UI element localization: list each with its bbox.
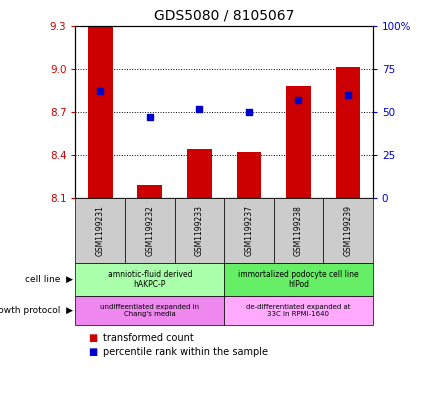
Text: GSM1199237: GSM1199237 <box>244 206 253 256</box>
Bar <box>187 149 211 198</box>
Bar <box>125 198 174 263</box>
Bar <box>137 185 162 198</box>
Text: immortalized podocyte cell line
hIPod: immortalized podocyte cell line hIPod <box>238 270 358 289</box>
Title: GDS5080 / 8105067: GDS5080 / 8105067 <box>154 9 294 23</box>
Bar <box>322 198 372 263</box>
Bar <box>88 26 112 198</box>
Point <box>294 97 301 103</box>
Point <box>146 114 153 120</box>
Bar <box>224 198 273 263</box>
Point <box>96 88 103 94</box>
Point <box>344 92 351 98</box>
Point <box>245 109 252 115</box>
Text: amniotic-fluid derived
hAKPC-P: amniotic-fluid derived hAKPC-P <box>107 270 192 289</box>
Text: transformed count: transformed count <box>103 333 194 343</box>
Text: GSM1199233: GSM1199233 <box>194 206 203 256</box>
Text: cell line  ▶: cell line ▶ <box>25 275 73 284</box>
Text: undiffeentiated expanded in
Chang's media: undiffeentiated expanded in Chang's medi… <box>100 304 199 317</box>
Bar <box>236 152 261 198</box>
Bar <box>273 198 322 263</box>
Text: de-differentiated expanded at
33C in RPMI-1640: de-differentiated expanded at 33C in RPM… <box>246 304 350 317</box>
Point <box>195 105 203 112</box>
Text: GSM1199232: GSM1199232 <box>145 206 154 256</box>
Bar <box>335 67 359 198</box>
Text: growth protocol  ▶: growth protocol ▶ <box>0 306 73 315</box>
Bar <box>75 263 224 296</box>
Text: percentile rank within the sample: percentile rank within the sample <box>103 347 268 357</box>
Text: GSM1199231: GSM1199231 <box>95 206 104 256</box>
Text: ■: ■ <box>88 333 97 343</box>
Bar <box>286 86 310 198</box>
Text: GSM1199239: GSM1199239 <box>343 206 352 256</box>
Bar <box>174 198 224 263</box>
Text: ■: ■ <box>88 347 97 357</box>
Bar <box>224 263 372 296</box>
Bar <box>75 198 125 263</box>
Bar <box>75 296 224 325</box>
Bar <box>224 296 372 325</box>
Text: GSM1199238: GSM1199238 <box>293 206 302 256</box>
